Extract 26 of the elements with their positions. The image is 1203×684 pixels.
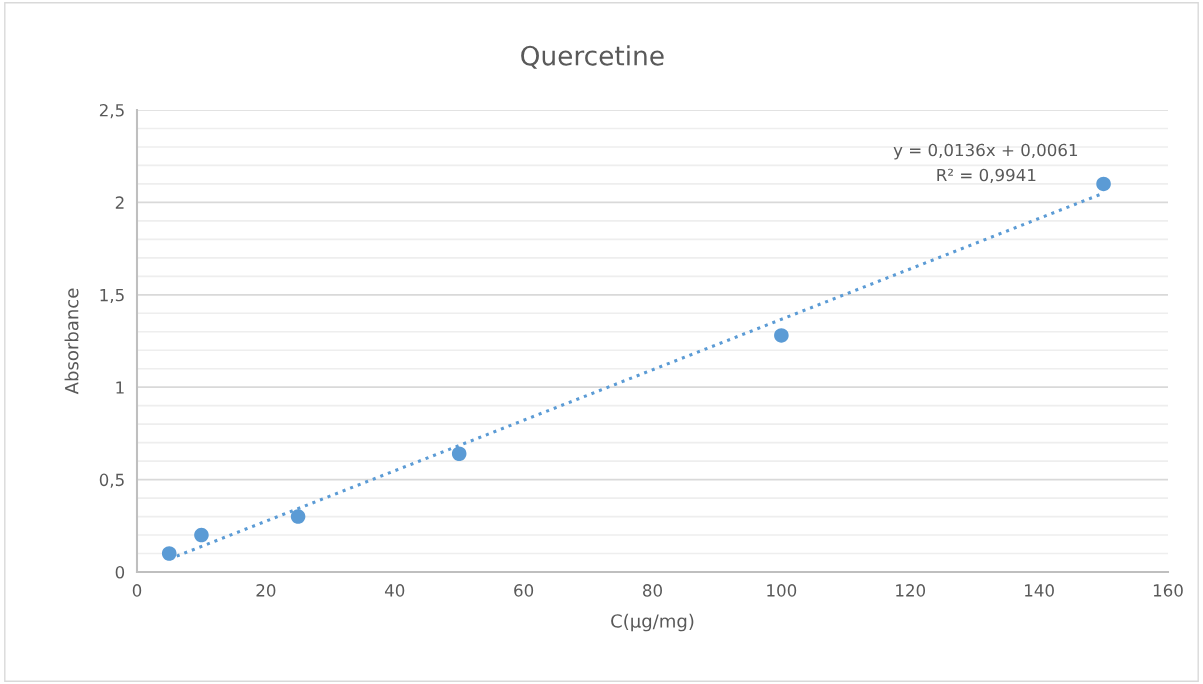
point	[290, 509, 306, 524]
point	[161, 546, 177, 561]
annotation: y = 0,0136x + 0,0061	[893, 143, 1078, 160]
x-tick-label: 100	[767, 584, 797, 597]
x-tick-label: 40	[384, 584, 405, 597]
y-axis-title: Absorbance	[64, 288, 79, 395]
x-tick-label: 120	[896, 584, 926, 597]
annotation: R² = 0,9941	[937, 168, 1036, 184]
x-tick-label: 80	[643, 584, 662, 597]
y-tick-label: 2,5	[99, 103, 124, 119]
y-tick-label: 1,5	[100, 288, 124, 304]
x-tick-label: 60	[514, 584, 534, 597]
x-tick-label: 140	[1025, 584, 1054, 597]
x-tick-label: 160	[1153, 584, 1183, 597]
chart-title: Quercetine	[521, 45, 664, 69]
y-tick-label: 2	[115, 196, 124, 209]
y-tick-label: 0	[115, 565, 125, 579]
x-tick-label: 20	[256, 584, 276, 597]
point	[194, 527, 209, 543]
x-axis-title: C(µg/mg)	[611, 613, 694, 632]
point	[1096, 176, 1111, 192]
point	[774, 328, 789, 343]
y-tick-label: 1	[116, 381, 124, 394]
y-tick-label: 0,5	[99, 473, 124, 488]
x-tick-label: 0	[132, 584, 142, 597]
point	[451, 446, 467, 462]
